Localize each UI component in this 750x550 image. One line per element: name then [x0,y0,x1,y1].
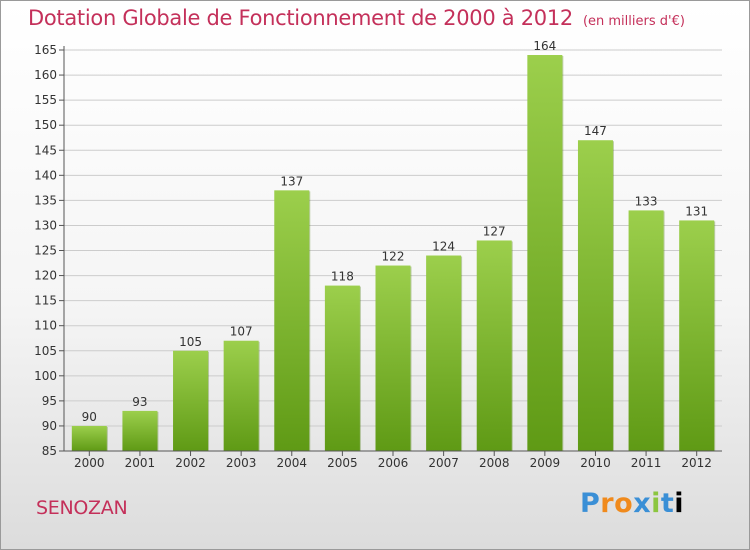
labels: 85 90 95 100 105 110 115 120 125 130 135 140 145 150 1… [34,39,712,470]
bar [527,55,563,451]
logo-letter: i [651,488,661,519]
y-tick-label: 95 [42,394,57,408]
y-tick-label: 130 [34,218,57,232]
logo-letter: x [633,488,652,519]
bar [122,410,158,451]
bar [679,220,715,451]
bar-value-label: 164 [533,39,556,53]
bar-value-label: 137 [280,174,303,188]
x-tick-label: 2008 [479,456,510,470]
x-tick-label: 2007 [428,456,459,470]
proxiti-logo[interactable]: Proxiti [580,488,684,519]
chart-unit-label: (en milliers d'€) [582,14,685,29]
y-tick-label: 165 [34,43,57,57]
y-tick-label: 110 [34,319,57,333]
x-tick-label: 2002 [175,456,206,470]
chart-title: Dotation Globale de Fonctionnement de 20… [28,6,685,30]
chart-title-text: Dotation Globale de Fonctionnement de 20… [28,6,573,30]
bar-value-label: 131 [685,204,708,218]
bar-value-label: 124 [432,240,455,254]
bar [375,265,411,451]
bar [426,255,462,451]
x-tick-label: 2012 [681,456,712,470]
commune-name: SENOZAN [36,497,128,519]
logo-letter: P [580,488,601,519]
y-tick-label: 150 [34,118,57,132]
y-tick-label: 140 [34,168,57,182]
x-tick-label: 2006 [378,456,409,470]
logo-letter: i [674,488,685,519]
bar [577,140,613,451]
bar-value-label: 118 [331,270,354,284]
y-tick-label: 100 [34,369,57,383]
bar [223,340,259,451]
bar-value-label: 105 [179,335,202,349]
x-tick-label: 2009 [530,456,561,470]
x-tick-label: 2004 [276,456,307,470]
x-tick-label: 2010 [580,456,611,470]
bar-value-label: 93 [132,395,147,409]
x-tick-label: 2001 [125,456,156,470]
bar-value-label: 90 [82,410,97,424]
y-tick-label: 135 [34,193,57,207]
y-tick-label: 155 [34,93,57,107]
y-tick-label: 85 [42,444,57,458]
y-tick-label: 125 [34,244,57,258]
bar-value-label: 133 [635,194,658,208]
y-tick-label: 160 [34,68,57,82]
y-tick-label: 105 [34,344,57,358]
bar [71,425,107,451]
bar-value-label: 127 [483,224,506,238]
axes [59,46,722,456]
x-tick-label: 2005 [327,456,358,470]
bar-value-label: 107 [230,325,253,339]
y-tick-label: 145 [34,143,57,157]
logo-letter: t [660,488,675,519]
bars [71,55,716,451]
x-tick-label: 2011 [631,456,662,470]
x-tick-label: 2000 [74,456,105,470]
y-tick-label: 120 [34,269,57,283]
logo-letter: r [600,488,615,519]
bar-value-label: 147 [584,124,607,138]
bar [324,285,360,451]
bar [173,350,209,451]
bar [274,190,310,451]
x-tick-label: 2003 [226,456,257,470]
y-tick-label: 90 [42,419,57,433]
logo-letter: o [614,488,634,519]
bar-value-label: 122 [382,250,405,264]
bar [628,210,664,451]
bar [476,240,512,451]
y-tick-label: 115 [34,294,57,308]
